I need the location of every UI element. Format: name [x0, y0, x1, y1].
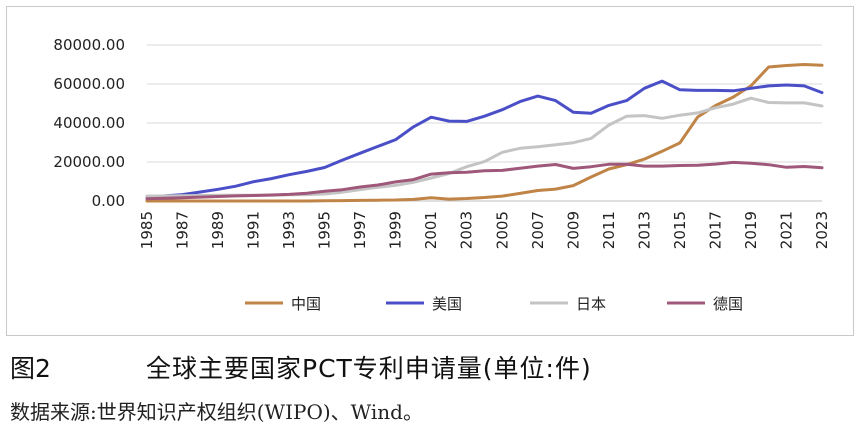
series-line-美国: [145, 79, 824, 199]
x-tick-label: 2017: [706, 211, 724, 249]
series-line-德国: [145, 160, 824, 201]
x-tick-label: 2011: [600, 211, 618, 249]
line-chart: 0.00 20000.00 40000.00 60000.00 80000.00 198…: [53, 36, 831, 313]
x-tick-label: 2001: [422, 211, 440, 249]
legend-label: 中国: [291, 295, 321, 313]
x-tick-label: 1987: [174, 211, 192, 249]
legend: 中国 美国 日本 德国: [245, 295, 743, 313]
legend-label: 美国: [432, 295, 462, 313]
x-tick-label: 1999: [387, 211, 405, 249]
source-note: 数据来源:世界知识产权组织(WIPO)、Wind。: [10, 400, 423, 424]
series-lines: [145, 63, 824, 203]
x-tick-label: 2015: [671, 211, 689, 249]
x-tick-label: 1993: [280, 211, 298, 249]
figure-title: 全球主要国家PCT专利申请量(单位:件): [146, 354, 592, 383]
x-tick-label: 1991: [245, 211, 263, 249]
x-tick-label: 1989: [209, 211, 227, 249]
x-tick-label: 2021: [777, 211, 795, 249]
y-tick-label: 40000.00: [53, 114, 125, 132]
x-tick-label: 2003: [458, 211, 476, 249]
x-tick-label: 2013: [635, 211, 653, 249]
legend-label: 德国: [713, 295, 743, 313]
figure-caption: 图2 全球主要国家PCT专利申请量(单位:件): [10, 352, 855, 386]
x-tick-label: 2007: [529, 211, 547, 249]
x-tick-label: 1985: [138, 211, 156, 249]
x-tick-label: 1997: [351, 211, 369, 249]
x-tick-label: 2023: [813, 211, 831, 249]
x-tick-label: 2005: [493, 211, 511, 249]
x-tick-label: 2009: [564, 211, 582, 249]
y-axis: 0.00 20000.00 40000.00 60000.00 80000.00: [53, 36, 125, 210]
figure-number: 图2: [10, 354, 51, 383]
series-line-中国: [145, 63, 824, 203]
x-tick-label: 1995: [316, 211, 334, 249]
x-tick-label: 2019: [742, 211, 760, 249]
x-axis: 1985 1987 1989 1991 1993 1995 1997 1999 2001 2003…: [138, 200, 831, 249]
y-tick-label: 20000.00: [53, 153, 125, 171]
y-tick-label: 80000.00: [53, 36, 125, 54]
gridlines: [147, 44, 822, 202]
chart-frame: 0.00 20000.00 40000.00 60000.00 80000.00 198…: [6, 6, 854, 336]
y-tick-label: 60000.00: [53, 75, 125, 93]
series-line-日本: [145, 96, 824, 198]
y-tick-label: 0.00: [92, 192, 125, 210]
legend-label: 日本: [576, 295, 606, 313]
